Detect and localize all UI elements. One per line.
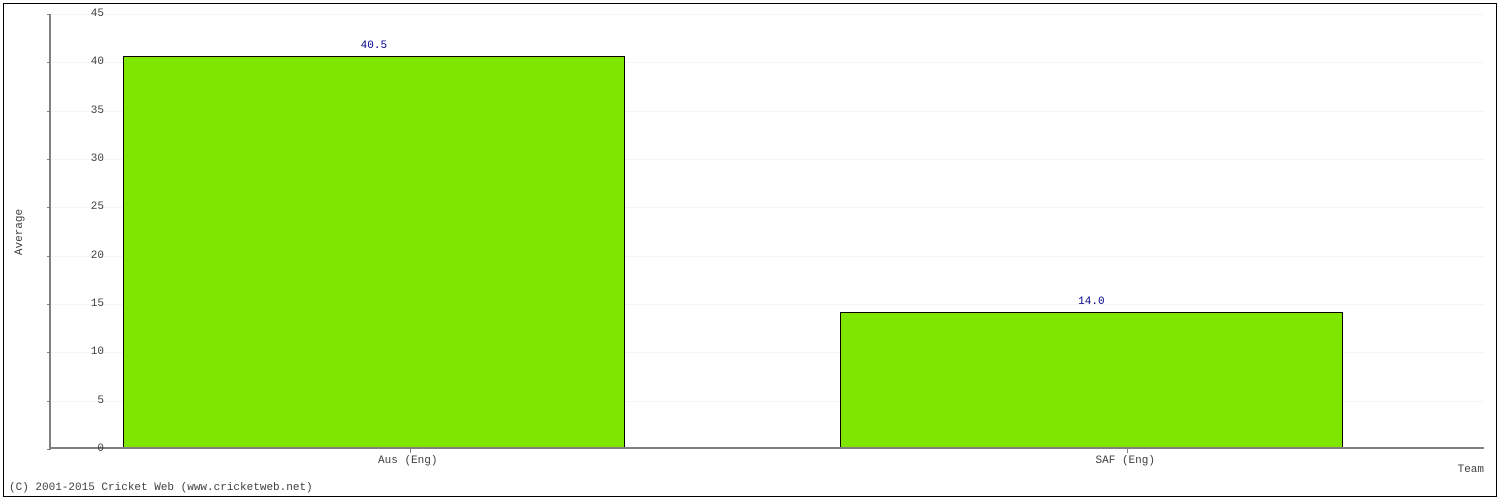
ytick-label: 25 — [64, 201, 104, 213]
x-axis-label: Team — [1458, 464, 1484, 476]
ytick-mark — [47, 159, 51, 160]
bar-value-label: 40.5 — [361, 40, 387, 52]
plot-area: 40.5 14.0 — [49, 14, 1484, 449]
ytick-label: 30 — [64, 153, 104, 165]
bar-value-label: 14.0 — [1078, 296, 1104, 308]
ytick-label: 20 — [64, 250, 104, 262]
bar — [123, 56, 625, 448]
ytick-mark — [47, 352, 51, 353]
copyright-text: (C) 2001-2015 Cricket Web (www.cricketwe… — [9, 482, 313, 494]
ytick-label: 5 — [64, 395, 104, 407]
ytick-mark — [47, 449, 51, 450]
ytick-mark — [47, 256, 51, 257]
ytick-label: 40 — [64, 56, 104, 68]
xtick-mark — [410, 449, 411, 453]
ytick-mark — [47, 207, 51, 208]
ytick-label: 15 — [64, 298, 104, 310]
ytick-mark — [47, 304, 51, 305]
ytick-mark — [47, 111, 51, 112]
ytick-label: 35 — [64, 105, 104, 117]
chart-frame: 40.5 14.0 Average Team (C) 2001-2015 Cric… — [3, 3, 1497, 497]
ytick-label: 0 — [64, 443, 104, 455]
xtick-mark — [1127, 449, 1128, 453]
ytick-label: 45 — [64, 8, 104, 20]
xtick-label: Aus (Eng) — [378, 455, 437, 467]
ytick-label: 10 — [64, 346, 104, 358]
y-axis-label: Average — [14, 209, 26, 255]
ytick-mark — [47, 401, 51, 402]
gridline — [51, 14, 1484, 15]
xtick-label: SAF (Eng) — [1096, 455, 1155, 467]
bar — [840, 312, 1342, 447]
ytick-mark — [47, 14, 51, 15]
ytick-mark — [47, 62, 51, 63]
